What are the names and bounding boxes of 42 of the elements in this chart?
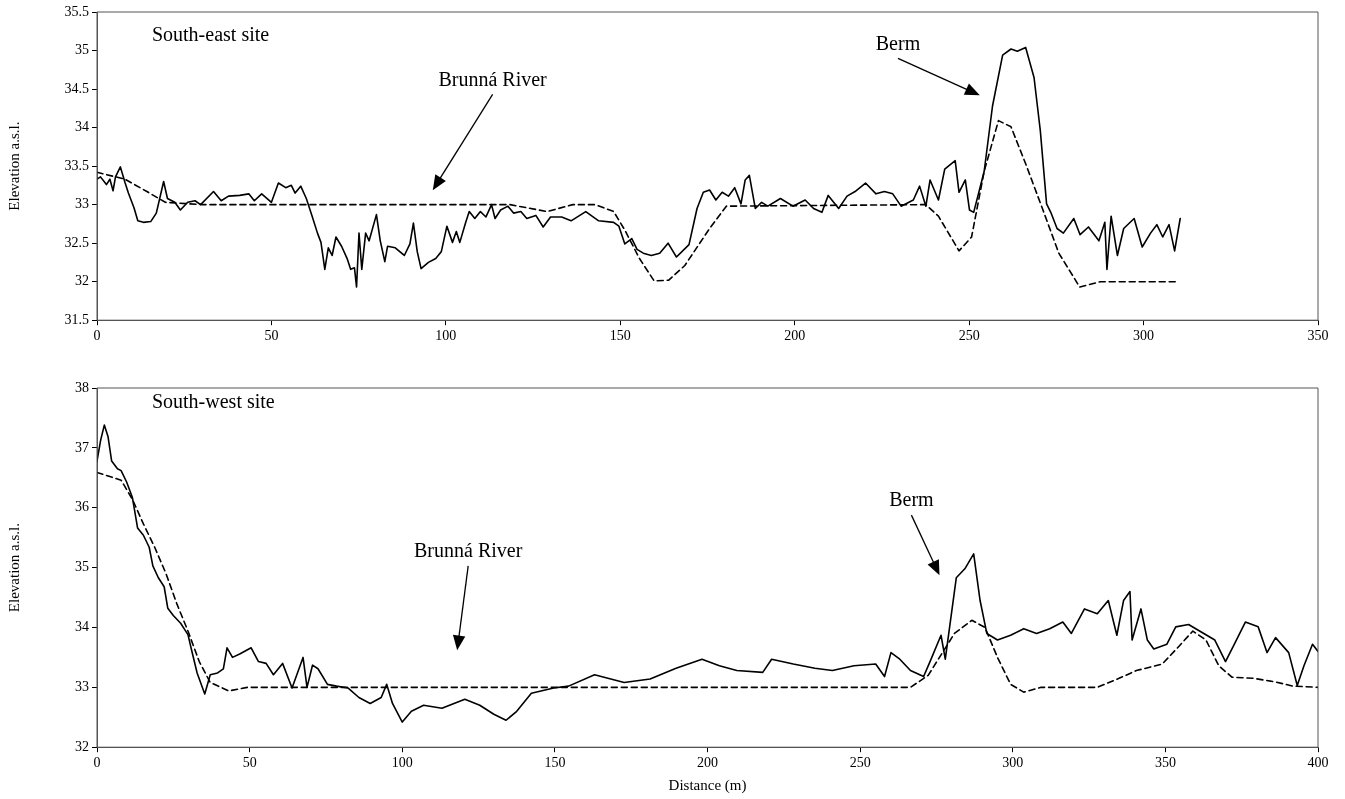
x-tick-label: 150 bbox=[544, 755, 566, 771]
annotation: South-east site bbox=[151, 22, 270, 45]
y-tick-label: 38 bbox=[75, 379, 89, 395]
x-tick-label: 100 bbox=[435, 328, 457, 344]
x-tick-label: 0 bbox=[93, 755, 101, 771]
y-tick-label: 37 bbox=[75, 439, 89, 455]
x-tick-label: 200 bbox=[697, 755, 718, 771]
annotation: Brunná River bbox=[438, 67, 548, 90]
y-tick-label: 33.5 bbox=[64, 157, 89, 173]
annotation: South-west site bbox=[151, 389, 275, 412]
x-tick-label: 100 bbox=[391, 755, 413, 771]
y-tick-label: 34 bbox=[75, 619, 89, 635]
x-tick-label: 350 bbox=[1154, 755, 1176, 771]
x-tick-label: 350 bbox=[1307, 328, 1329, 344]
y-tick-label: 33 bbox=[75, 679, 89, 695]
x-tick-label: 200 bbox=[784, 328, 806, 344]
x-tick-label: 300 bbox=[1002, 755, 1024, 771]
x-tick-label: 250 bbox=[958, 328, 980, 344]
x-tick-label: 50 bbox=[264, 328, 279, 344]
annotation: Berm bbox=[875, 31, 921, 54]
annotation: Berm bbox=[889, 488, 935, 511]
y-tick-label: 34 bbox=[75, 119, 89, 135]
y-tick-label: 36 bbox=[75, 499, 89, 515]
x-tick-label: 250 bbox=[849, 755, 871, 771]
y-axis-title: Elevation a.s.l. bbox=[5, 121, 22, 211]
annotation: Brunná River bbox=[414, 539, 523, 562]
y-tick-label: 32 bbox=[75, 273, 89, 289]
y-tick-label: 31.5 bbox=[64, 311, 89, 327]
y-tick-label: 32 bbox=[75, 738, 89, 754]
y-tick-label: 34.5 bbox=[64, 80, 89, 96]
y-tick-label: 35 bbox=[75, 559, 89, 575]
x-tick-label: 0 bbox=[93, 328, 101, 344]
x-tick-label: 300 bbox=[1133, 328, 1155, 344]
y-tick-label: 35.5 bbox=[64, 3, 89, 19]
x-tick-label: 150 bbox=[609, 328, 631, 344]
y-axis-title: Elevation a.s.l. bbox=[5, 523, 22, 613]
y-tick-label: 35 bbox=[75, 42, 89, 58]
x-axis-title: Distance (m) bbox=[668, 776, 747, 794]
y-tick-label: 32.5 bbox=[64, 234, 89, 250]
x-tick-label: 50 bbox=[242, 755, 257, 771]
y-tick-label: 33 bbox=[75, 196, 89, 212]
x-tick-label: 400 bbox=[1307, 755, 1329, 771]
